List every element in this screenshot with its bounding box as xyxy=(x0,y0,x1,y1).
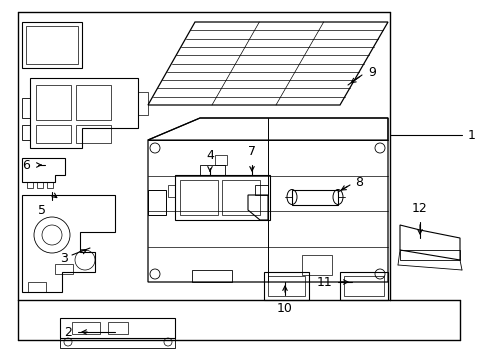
Text: 10: 10 xyxy=(277,302,293,315)
Text: 12: 12 xyxy=(412,202,428,215)
Bar xyxy=(76,85,111,120)
Text: 4: 4 xyxy=(206,149,214,162)
Bar xyxy=(192,270,232,282)
Bar xyxy=(148,190,166,215)
Text: 11: 11 xyxy=(316,275,332,288)
Text: 9: 9 xyxy=(368,66,376,78)
Bar xyxy=(27,182,33,188)
Bar xyxy=(344,276,384,296)
Bar xyxy=(222,180,260,215)
Text: 5: 5 xyxy=(38,203,46,216)
Text: 2: 2 xyxy=(64,325,72,338)
Bar xyxy=(72,322,100,334)
Bar xyxy=(37,182,43,188)
Bar xyxy=(22,125,30,140)
Bar xyxy=(47,182,53,188)
Text: 8: 8 xyxy=(355,176,363,189)
Bar xyxy=(200,165,225,175)
Bar xyxy=(108,322,128,334)
Bar xyxy=(215,155,227,165)
Bar xyxy=(168,185,175,197)
Bar xyxy=(28,282,46,292)
Text: 3: 3 xyxy=(60,252,68,265)
Text: 6: 6 xyxy=(22,158,30,171)
Bar xyxy=(400,250,460,260)
Bar xyxy=(36,85,71,120)
Bar xyxy=(76,125,111,143)
Bar xyxy=(264,272,309,300)
Text: 7: 7 xyxy=(248,145,256,158)
Bar xyxy=(22,98,30,118)
Bar xyxy=(180,180,218,215)
Bar xyxy=(55,264,73,274)
Bar xyxy=(268,276,305,296)
Bar xyxy=(340,272,388,300)
Bar xyxy=(36,125,71,143)
Text: 1: 1 xyxy=(468,129,476,141)
Bar xyxy=(302,255,332,275)
